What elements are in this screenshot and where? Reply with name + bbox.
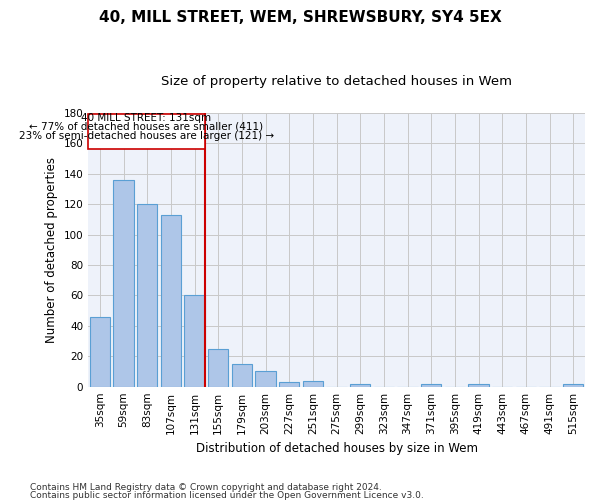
Bar [256, 372, 275, 386]
Bar [184, 296, 205, 386]
Text: Contains public sector information licensed under the Open Government Licence v3: Contains public sector information licen… [30, 490, 424, 500]
Text: 40 MILL STREET: 131sqm: 40 MILL STREET: 131sqm [81, 112, 211, 122]
Bar [90, 316, 110, 386]
Bar [279, 382, 299, 386]
Bar [137, 204, 157, 386]
Bar [350, 384, 370, 386]
Title: Size of property relative to detached houses in Wem: Size of property relative to detached ho… [161, 75, 512, 88]
Bar [303, 380, 323, 386]
Bar [563, 384, 583, 386]
Bar [232, 364, 252, 386]
Text: 40, MILL STREET, WEM, SHREWSBURY, SY4 5EX: 40, MILL STREET, WEM, SHREWSBURY, SY4 5E… [98, 10, 502, 25]
Bar [88, 114, 205, 150]
Bar [469, 384, 488, 386]
X-axis label: Distribution of detached houses by size in Wem: Distribution of detached houses by size … [196, 442, 478, 455]
Y-axis label: Number of detached properties: Number of detached properties [45, 156, 58, 342]
Bar [113, 180, 134, 386]
Bar [421, 384, 441, 386]
Bar [161, 214, 181, 386]
Text: 23% of semi-detached houses are larger (121) →: 23% of semi-detached houses are larger (… [19, 131, 274, 141]
Text: ← 77% of detached houses are smaller (411): ← 77% of detached houses are smaller (41… [29, 122, 263, 132]
Text: Contains HM Land Registry data © Crown copyright and database right 2024.: Contains HM Land Registry data © Crown c… [30, 484, 382, 492]
Bar [208, 348, 228, 387]
